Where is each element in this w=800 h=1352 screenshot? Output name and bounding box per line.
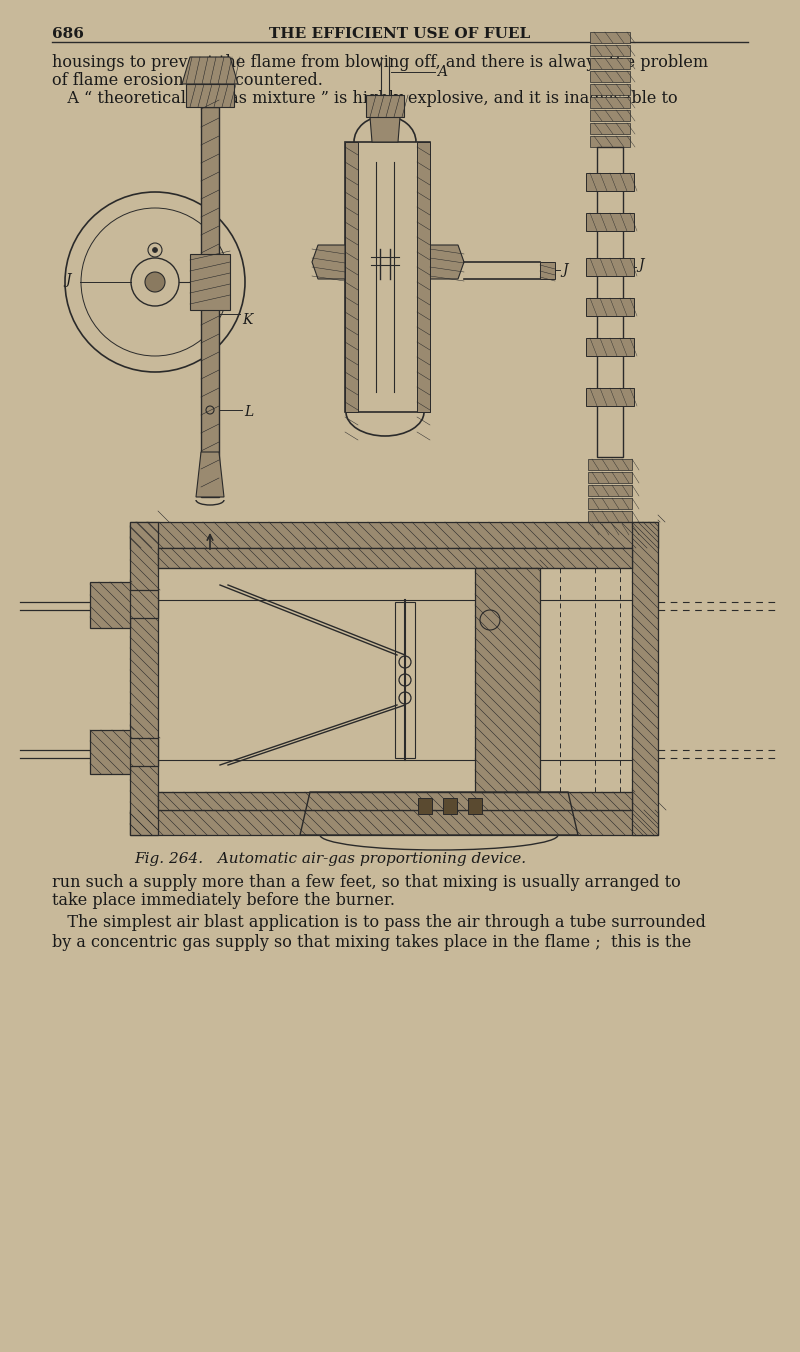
Polygon shape	[100, 589, 158, 618]
Polygon shape	[590, 72, 630, 82]
Polygon shape	[590, 45, 630, 55]
Text: L: L	[244, 406, 254, 419]
Polygon shape	[158, 792, 632, 810]
Polygon shape	[182, 57, 238, 84]
Polygon shape	[312, 245, 345, 279]
Polygon shape	[100, 738, 158, 767]
Polygon shape	[588, 525, 632, 535]
Polygon shape	[586, 338, 634, 356]
Polygon shape	[186, 84, 234, 107]
Text: of flame erosion to be countered.: of flame erosion to be countered.	[52, 72, 323, 89]
Polygon shape	[586, 388, 634, 406]
Text: A “ theoretical air-gas mixture ” is highly explosive, and it is inadvisable to: A “ theoretical air-gas mixture ” is hig…	[52, 91, 678, 107]
Text: Fig. 264.   Automatic air-gas proportioning device.: Fig. 264. Automatic air-gas proportionin…	[134, 852, 526, 867]
Text: The simplest air blast application is to pass the air through a tube surrounded: The simplest air blast application is to…	[52, 914, 706, 932]
Text: Fig. 263.   Automatic air-gas proportioning device.: Fig. 263. Automatic air-gas proportionin…	[134, 544, 526, 558]
Text: 686: 686	[52, 27, 84, 41]
Polygon shape	[590, 58, 630, 69]
Circle shape	[153, 247, 158, 253]
Polygon shape	[443, 798, 457, 814]
Polygon shape	[130, 810, 658, 836]
Text: THE EFFICIENT USE OF FUEL: THE EFFICIENT USE OF FUEL	[270, 27, 530, 41]
Text: K: K	[242, 314, 252, 327]
Polygon shape	[190, 254, 230, 310]
Polygon shape	[590, 110, 630, 120]
Text: run such a supply more than a few feet, so that mixing is usually arranged to: run such a supply more than a few feet, …	[52, 873, 681, 891]
Polygon shape	[586, 258, 634, 276]
Polygon shape	[417, 142, 430, 412]
Polygon shape	[586, 173, 634, 191]
Polygon shape	[370, 118, 400, 142]
Polygon shape	[590, 97, 630, 108]
Text: by a concentric gas supply so that mixing takes place in the flame ;  this is th: by a concentric gas supply so that mixin…	[52, 934, 691, 950]
Polygon shape	[90, 581, 130, 627]
Polygon shape	[90, 730, 130, 773]
Polygon shape	[468, 798, 482, 814]
Polygon shape	[130, 522, 658, 548]
Polygon shape	[588, 498, 632, 508]
Polygon shape	[586, 214, 634, 231]
Polygon shape	[588, 458, 632, 470]
Polygon shape	[345, 142, 358, 412]
Polygon shape	[201, 107, 219, 498]
Polygon shape	[588, 485, 632, 496]
Polygon shape	[588, 472, 632, 483]
Text: J: J	[562, 264, 568, 277]
Polygon shape	[588, 511, 632, 522]
Text: take place immediately before the burner.: take place immediately before the burner…	[52, 892, 395, 909]
Polygon shape	[366, 95, 404, 118]
Polygon shape	[130, 522, 158, 836]
Polygon shape	[590, 84, 630, 95]
Polygon shape	[590, 123, 630, 134]
Polygon shape	[540, 262, 555, 279]
Circle shape	[145, 272, 165, 292]
Polygon shape	[418, 798, 432, 814]
Polygon shape	[430, 245, 464, 279]
Polygon shape	[586, 297, 634, 316]
Polygon shape	[632, 522, 658, 836]
Polygon shape	[158, 548, 632, 568]
Polygon shape	[590, 32, 630, 43]
Polygon shape	[196, 452, 224, 498]
Polygon shape	[475, 568, 540, 792]
Text: A: A	[437, 65, 447, 78]
Text: J: J	[638, 258, 644, 272]
Text: J: J	[65, 273, 71, 287]
Text: housings to prevent the flame from blowing off, and there is always the problem: housings to prevent the flame from blowi…	[52, 54, 708, 72]
Polygon shape	[590, 137, 630, 147]
